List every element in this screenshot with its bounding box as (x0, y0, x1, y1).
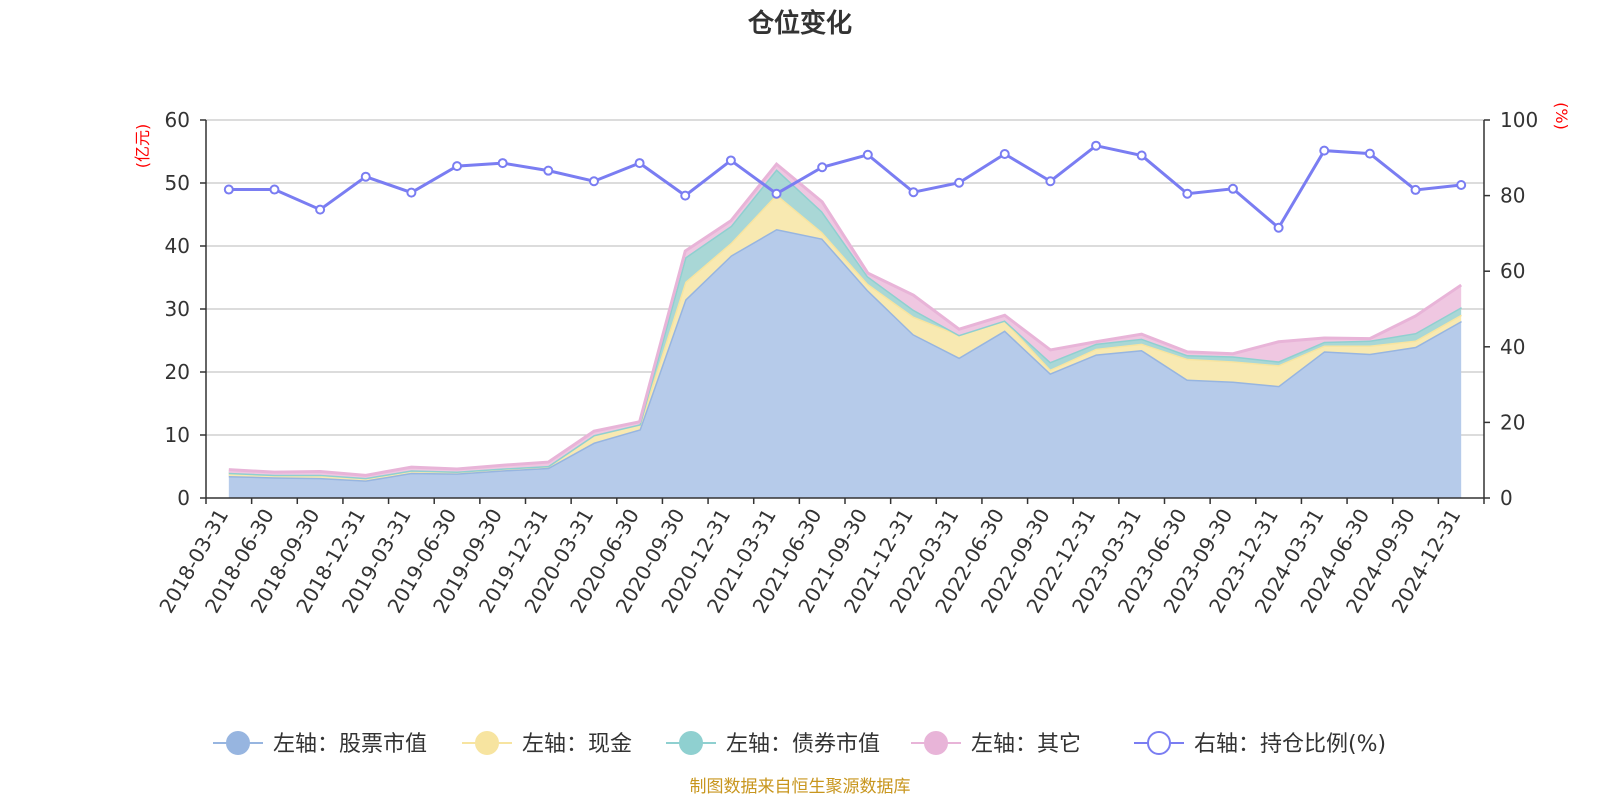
left-tick-label: 20 (165, 360, 190, 384)
ratio-point (1364, 148, 1375, 159)
ratio-point (223, 184, 234, 195)
ratio-point (452, 161, 463, 172)
legend-item: 左轴：现金 (462, 731, 632, 757)
ratio-point (999, 149, 1010, 160)
ratio-point (360, 171, 371, 182)
left-tick-label: 50 (165, 171, 190, 195)
right-axis-unit: (%) (1552, 102, 1571, 130)
ratio-point (954, 177, 965, 188)
legend-item: 右轴：持仓比例(%) (1134, 731, 1386, 757)
ratio-point (680, 190, 691, 201)
area-fill-0 (228, 228, 1462, 499)
legend-marker (475, 731, 499, 755)
holding-ratio-line (223, 140, 1467, 233)
legend-label: 左轴：现金 (522, 732, 632, 757)
legend-label: 左轴：其它 (971, 732, 1081, 757)
ratio-point (817, 162, 828, 173)
right-tick-label: 40 (1500, 335, 1525, 359)
left-tick-label: 30 (165, 297, 190, 321)
ratio-point (1410, 184, 1421, 195)
stacked-areas (228, 161, 1463, 499)
ratio-point (908, 187, 919, 198)
ratio-point (497, 158, 508, 169)
left-tick-label: 40 (165, 234, 190, 258)
legend-marker (226, 731, 250, 755)
ratio-point (862, 149, 873, 160)
legend-label: 左轴：股票市值 (273, 732, 427, 757)
ratio-point (1045, 176, 1056, 187)
legend-label: 左轴：债券市值 (726, 732, 880, 757)
ratio-line-path (228, 144, 1462, 231)
ratio-point (725, 155, 736, 166)
legend-marker (924, 731, 948, 755)
legend-marker (679, 731, 703, 755)
ratio-point (1456, 180, 1467, 191)
left-tick-label: 10 (165, 423, 190, 447)
legend-marker (1147, 731, 1171, 755)
right-tick-label: 80 (1500, 184, 1525, 208)
ratio-point (543, 165, 554, 176)
legend-item: 左轴：债券市值 (666, 731, 880, 757)
ratio-point (1273, 222, 1284, 233)
ratio-point (1091, 140, 1102, 151)
ratio-point (588, 176, 599, 187)
ratio-point (315, 204, 326, 215)
ratio-point (1227, 183, 1238, 194)
right-tick-label: 60 (1500, 259, 1525, 283)
legend-item: 左轴：其它 (911, 731, 1081, 757)
legend-label: 右轴：持仓比例(%) (1194, 732, 1386, 757)
data-source-note: 制图数据来自恒生聚源数据库 (690, 777, 911, 797)
ratio-point (1136, 150, 1147, 161)
ratio-point (269, 184, 280, 195)
ratio-point (634, 158, 645, 169)
left-axis-unit: (亿元) (133, 124, 152, 169)
right-tick-label: 0 (1500, 486, 1513, 510)
chart-title: 仓位变化 (747, 8, 852, 39)
ratio-point (1182, 188, 1193, 199)
ratio-point (771, 188, 782, 199)
left-tick-label: 0 (177, 486, 190, 510)
right-tick-label: 20 (1500, 410, 1525, 434)
ratio-point (406, 187, 417, 198)
legend: 左轴：股票市值 左轴：现金 左轴：债券市值 左轴：其它 右轴：持仓比例(%) (213, 731, 1386, 757)
area-edge-3 (228, 161, 1463, 477)
ratio-point (1319, 145, 1330, 156)
left-tick-label: 60 (165, 108, 190, 132)
legend-item: 左轴：股票市值 (213, 731, 427, 757)
right-tick-label: 100 (1500, 108, 1538, 132)
